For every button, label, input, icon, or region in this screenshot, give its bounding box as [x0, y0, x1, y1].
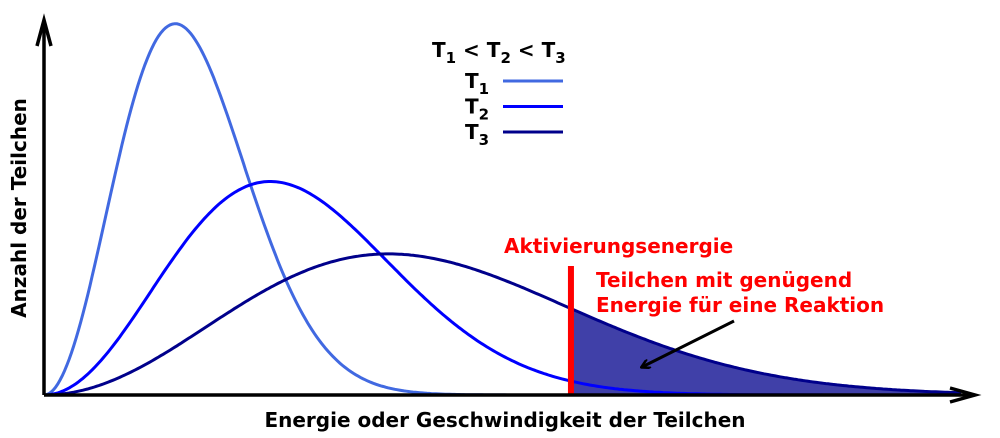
y-axis-arrowhead — [35, 13, 53, 47]
annotation-line-2: Energie für eine Reaktion — [596, 293, 884, 317]
curve-t3 — [44, 252, 961, 397]
annotation-line-1: Teilchen mit genügend — [596, 268, 852, 292]
curve-t1 — [43, 22, 961, 397]
legend-label-3: T3 — [465, 120, 489, 149]
x-axis-label: Energie oder Geschwindigkeit der Teilche… — [264, 408, 745, 432]
y-axis-label: Anzahl der Teilchen — [7, 98, 31, 318]
shaded-area-reactive-particles — [570, 308, 962, 395]
annotation-arrow — [642, 319, 735, 367]
legend-heading: T1 < T2 < T3 — [432, 38, 566, 67]
x-axis-arrowhead — [949, 386, 982, 404]
activation-energy-label: Aktivierungsenergie — [504, 234, 733, 258]
legend-label-1: T1 — [465, 69, 489, 98]
legend-label-2: T2 — [465, 95, 489, 124]
